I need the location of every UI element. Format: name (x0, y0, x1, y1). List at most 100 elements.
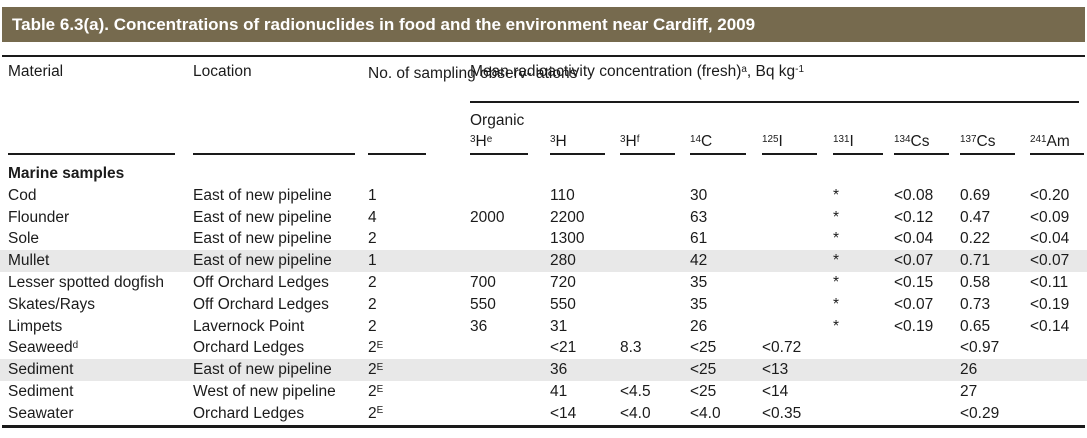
value-cell-3h: 31 (550, 317, 568, 335)
value-cell-organic-3h: 550 (470, 295, 496, 313)
value-cell-137cs: 0.69 (960, 186, 991, 204)
value-cell-137cs: 0.58 (960, 273, 991, 291)
value-cell-3hf: <4.0 (620, 404, 651, 422)
value-cell-3h: 550 (550, 295, 576, 313)
table-header: Material Location No. of sampling observ… (0, 57, 1087, 163)
column-header-concentration-group: Mean radioactivity concentration (fresh)… (470, 63, 804, 80)
value-cell-14c: 35 (690, 273, 708, 291)
value-cell-3hf: 8.3 (620, 339, 642, 357)
observations-cell: 1 (368, 252, 377, 270)
value-cell-3hf (620, 228, 690, 250)
column-underline (833, 153, 883, 155)
concentration-group-rule (470, 101, 1079, 103)
value-cell-organic-3h (470, 381, 550, 403)
value-cell-134cs (894, 359, 960, 381)
material-cell: Mullet (8, 252, 50, 270)
column-header-134cs: 134Cs (894, 133, 930, 150)
value-cell-125i (762, 207, 833, 229)
table-body: Marine samples Cod East of new pipeline … (0, 163, 1087, 425)
location-cell: Orchard Ledges (193, 339, 305, 357)
value-cell-134cs (894, 403, 960, 425)
value-cell-131i: * (833, 186, 840, 204)
value-cell-3h: <14 (550, 404, 577, 422)
column-header-organic-3h: Organic 3He (470, 110, 524, 152)
value-cell-organic-3h (470, 185, 550, 207)
column-underline (8, 153, 175, 155)
table-row: Lesser spotted dogfish Off Orchard Ledge… (0, 272, 1087, 294)
observations-cell: 2E (368, 382, 384, 400)
value-cell-14c: 30 (690, 186, 708, 204)
location-cell: Off Orchard Ledges (193, 273, 329, 291)
value-cell-131i (833, 337, 894, 359)
value-cell-organic-3h (470, 403, 550, 425)
value-cell-14c: 35 (690, 295, 708, 313)
column-underline (620, 153, 675, 155)
table-row: Limpets Lavernock Point 2 36 31 26 * <0.… (0, 316, 1087, 338)
value-cell-organic-3h (470, 337, 550, 359)
value-cell-137cs: <0.29 (960, 404, 1000, 422)
value-cell-137cs: 0.65 (960, 317, 991, 335)
column-underline (960, 153, 1015, 155)
location-cell: Orchard Ledges (193, 404, 305, 422)
table-title: Table 6.3(a). Concentrations of radionuc… (12, 15, 756, 34)
material-cell: Flounder (8, 208, 70, 226)
material-cell: Seaweedd (8, 339, 79, 357)
value-cell-3hf (620, 316, 690, 338)
value-cell-125i (762, 316, 833, 338)
value-cell-organic-3h: 2000 (470, 208, 505, 226)
value-cell-125i (762, 294, 833, 316)
value-cell-134cs: <0.08 (894, 186, 934, 204)
section-header-marine-samples: Marine samples (8, 165, 125, 182)
value-cell-131i: * (833, 273, 840, 291)
column-header-3hf: 3Hf (620, 133, 640, 150)
isotope-label-organic-3h: 3He (470, 133, 493, 150)
column-header-3h: 3H (550, 133, 567, 150)
value-cell-241am: <0.19 (1030, 295, 1070, 313)
value-cell-241am (1030, 381, 1079, 403)
material-cell: Sediment (8, 361, 74, 379)
value-cell-3hf: <4.5 (620, 382, 651, 400)
column-header-location: Location (193, 63, 252, 80)
value-cell-241am: <0.04 (1030, 230, 1070, 248)
column-header-131i: 131I (833, 133, 854, 150)
column-header-observations: No. of sampling observ- ations (368, 65, 578, 82)
material-cell: Sediment (8, 382, 74, 400)
value-cell-241am: <0.20 (1030, 186, 1070, 204)
value-cell-131i (833, 403, 894, 425)
value-cell-3hf (620, 185, 690, 207)
value-cell-125i: <13 (762, 361, 789, 379)
value-cell-3h: <21 (550, 339, 577, 357)
table-row: Sole East of new pipeline 2 1300 61 * <0… (0, 228, 1087, 250)
material-cell: Limpets (8, 317, 63, 335)
value-cell-3h: 110 (550, 186, 575, 204)
value-cell-137cs: 27 (960, 382, 978, 400)
table-row: Sediment West of new pipeline 2E 41 <4.5… (0, 381, 1087, 403)
material-cell: Seawater (8, 404, 74, 422)
value-cell-14c: 26 (690, 317, 708, 335)
column-header-125i: 125I (762, 133, 783, 150)
value-cell-134cs: <0.07 (894, 252, 934, 270)
value-cell-125i (762, 250, 833, 272)
value-cell-241am: <0.09 (1030, 208, 1070, 226)
value-cell-241am: <0.11 (1030, 273, 1069, 291)
observations-cell: 2 (368, 317, 377, 335)
value-cell-14c: <25 (690, 361, 717, 379)
observations-cell: 2E (368, 404, 384, 422)
column-header-241am: 241Am (1030, 133, 1070, 150)
value-cell-organic-3h (470, 250, 550, 272)
column-underline (368, 153, 426, 155)
value-cell-134cs (894, 337, 960, 359)
value-cell-241am (1030, 359, 1079, 381)
column-header-material: Material (8, 63, 64, 80)
value-cell-241am: <0.07 (1030, 252, 1070, 270)
observations-cell: 2E (368, 361, 384, 379)
value-cell-241am (1030, 337, 1079, 359)
table-row: Flounder East of new pipeline 4 2000 220… (0, 207, 1087, 229)
observations-cell: 2 (368, 295, 377, 313)
material-cell: Lesser spotted dogfish (8, 273, 164, 291)
value-cell-131i: * (833, 295, 840, 313)
material-cell: Skates/Rays (8, 295, 96, 313)
value-cell-137cs: <0.97 (960, 339, 1000, 357)
location-cell: West of new pipeline (193, 382, 336, 400)
value-cell-3hf (620, 294, 690, 316)
